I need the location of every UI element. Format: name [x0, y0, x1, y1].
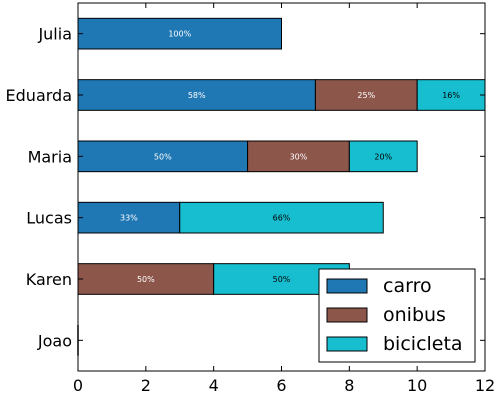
bar-label-bicicleta-maria: 20%	[374, 152, 392, 161]
legend: carro onibus bicicleta	[318, 268, 476, 363]
bar-label-onibus-karen: 50%	[137, 275, 155, 284]
x-tick-label: 2	[141, 376, 151, 395]
bar-label-bicicleta-lucas: 66%	[273, 214, 291, 223]
bar-onibus-maria	[247, 140, 350, 173]
x-tick-label: 10	[407, 376, 427, 395]
bar-label-onibus-maria: 30%	[290, 152, 308, 161]
y-category-label-karen: Karen	[26, 270, 72, 289]
bar-label-carro-eduarda: 58%	[188, 91, 206, 100]
bar-bicicleta-maria	[348, 140, 418, 173]
bars-group	[77, 17, 486, 356]
legend-swatch-onibus	[326, 307, 368, 323]
bar-label-carro-lucas: 33%	[120, 214, 138, 223]
x-tick-label: 8	[344, 376, 354, 395]
x-axis-ticks: 0 2 4 6 8 10 12	[73, 3, 495, 395]
y-axis-ticks: Joao Karen Lucas Maria Eduarda Julia	[6, 25, 485, 350]
bar-bicicleta-eduarda	[416, 79, 486, 111]
legend-label-onibus: onibus	[383, 304, 446, 326]
y-category-label-julia: Julia	[37, 25, 72, 44]
bar-label-bicicleta-karen: 50%	[273, 275, 291, 284]
y-category-label-lucas: Lucas	[26, 209, 72, 228]
legend-label-carro: carro	[383, 275, 432, 297]
legend-label-bicicleta: bicicleta	[383, 333, 463, 355]
legend-swatch-bicicleta	[326, 336, 368, 352]
bar-labels-group: 50% 50% 33% 66% 50% 30% 20% 58% 25% 16% 100%	[120, 30, 460, 284]
y-category-label-joao: Joao	[37, 331, 72, 350]
bar-onibus-eduarda	[314, 79, 418, 111]
bar-label-onibus-eduarda: 25%	[357, 91, 375, 100]
bar-label-bicicleta-eduarda: 16%	[442, 91, 460, 100]
x-tick-label: 4	[209, 376, 219, 395]
bar-carro-julia	[77, 17, 282, 50]
bar-label-carro-julia: 100%	[168, 30, 191, 39]
x-tick-label: 6	[276, 376, 286, 395]
bar-label-carro-maria: 50%	[154, 152, 172, 161]
legend-swatch-carro	[326, 278, 368, 294]
bar-bicicleta-lucas	[179, 201, 384, 234]
x-tick-label: 0	[73, 376, 83, 395]
bar-carro-lucas	[77, 201, 181, 234]
y-category-label-eduarda: Eduarda	[6, 86, 72, 105]
y-category-label-maria: Maria	[28, 147, 72, 166]
x-tick-label: 12	[475, 376, 495, 395]
